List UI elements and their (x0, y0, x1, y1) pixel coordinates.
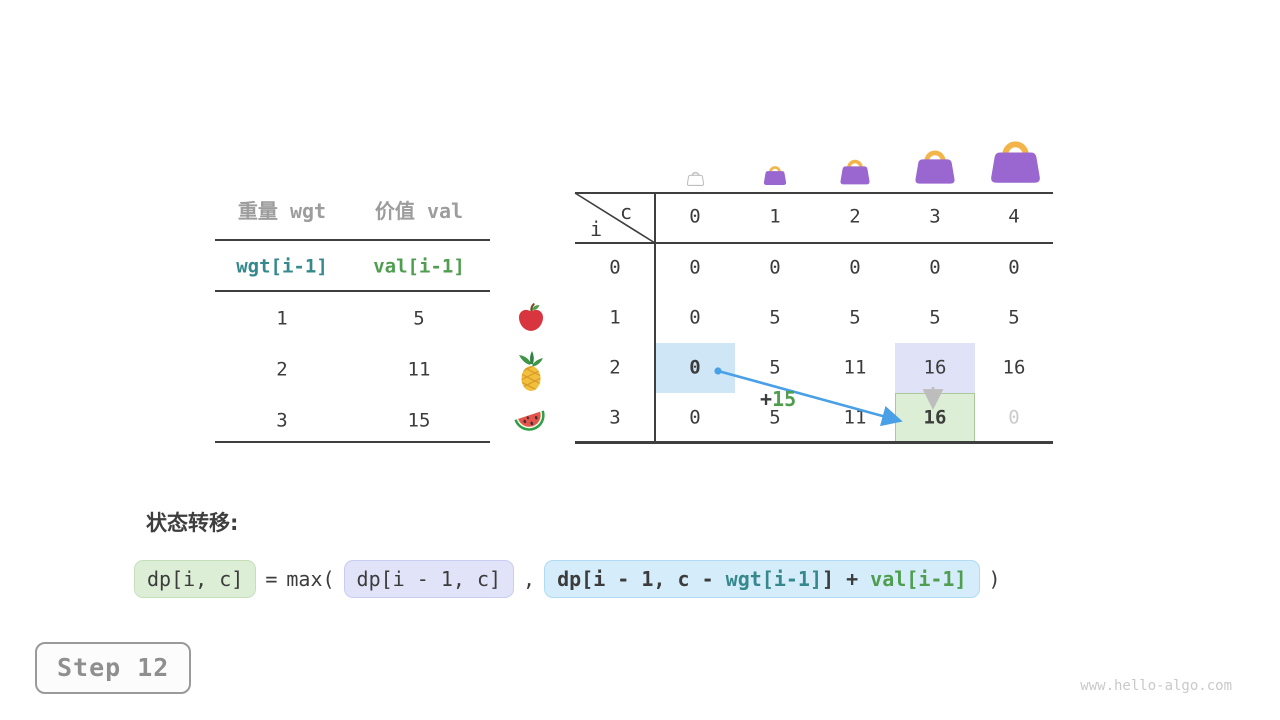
item-table-cell-r1-c1: 11 (407, 358, 431, 381)
formula-max-open: max( (286, 567, 335, 591)
handbag-icon-capacity-3 (912, 147, 958, 187)
dp-cell-r0-c1: 0 (769, 256, 781, 279)
item-table-cell-r0-c0: 1 (276, 307, 288, 330)
dp-cell-r0-c0: 0 (689, 256, 701, 279)
dp-col-header-4: 4 (1008, 205, 1020, 228)
dp-cell-r1-c4: 5 (1008, 306, 1020, 329)
dp-cell-r1-c0: 0 (689, 306, 701, 329)
handbag-icon-capacity-4 (987, 137, 1044, 187)
dp-cell-r0-c3: 0 (929, 256, 941, 279)
step-badge: Step 12 (35, 642, 192, 694)
dp-cell-r2-c3: 16 (923, 356, 947, 379)
dp-row-header-1: 1 (609, 306, 621, 329)
handbag-icon-capacity-2 (838, 157, 872, 187)
transition-heading: 状态转移: (146, 511, 239, 535)
plus-sign: + (760, 387, 773, 411)
dp-cell-r2-c0: 0 (689, 356, 701, 379)
item-table-cell-r2-c1: 15 (407, 409, 431, 432)
formula-pick-part-0: dp[i - 1, c - (557, 567, 726, 591)
plus-value-annotation: +15 (712, 363, 796, 435)
dp-cell-r2-c1: 5 (769, 356, 781, 379)
transition-formula: dp[i, c] = max( dp[i - 1, c] , dp[i - 1,… (134, 560, 1001, 598)
dp-table-top-border (575, 192, 1053, 194)
dp-cell-r0-c2: 0 (849, 256, 861, 279)
dp-row-header-3: 3 (609, 406, 621, 429)
formula-comma: , (523, 567, 536, 591)
dp-cell-r3-c2: 11 (843, 406, 867, 429)
handbag-outline-icon-capacity-0 (686, 170, 705, 187)
dp-corner-row-label: i (589, 217, 603, 241)
dp-cell-r1-c1: 5 (769, 306, 781, 329)
dp-cell-r3-c3: 16 (923, 406, 947, 429)
dp-cell-r2-c4: 16 (1002, 356, 1026, 379)
handbag-icon-capacity-1 (762, 164, 788, 187)
formula-skip-box: dp[i - 1, c] (343, 560, 515, 598)
dp-corner-col-label: c (619, 200, 633, 224)
item-table-cell-r1-c0: 2 (276, 358, 288, 381)
dp-cell-r2-c2: 11 (843, 356, 867, 379)
item-table-cell-r0-c1: 5 (413, 307, 425, 330)
item-table-line-mid (215, 290, 490, 292)
pineapple-icon (510, 351, 552, 393)
dp-col-header-0: 0 (689, 205, 701, 228)
dp-cell-r3-c4: 0 (1008, 406, 1020, 429)
item-table-header-weight: 重量 wgt (237, 199, 327, 223)
apple-icon (515, 302, 547, 334)
dp-col-header-3: 3 (929, 205, 941, 228)
formula-pick-part-1: wgt[i-1] (725, 567, 822, 591)
dp-col-header-2: 2 (849, 205, 861, 228)
item-table-header-value: 价值 val (374, 199, 464, 223)
dp-cell-r3-c0: 0 (689, 406, 701, 429)
formula-pick-part-2: ] + (822, 567, 871, 591)
dp-table-vertical-border (654, 192, 656, 443)
dp-col-header-1: 1 (769, 205, 781, 228)
dp-table-header-border (575, 242, 1053, 244)
formula-lhs-box: dp[i, c] (134, 560, 257, 598)
formula-equals: = (265, 567, 278, 591)
dp-cell-r1-c2: 5 (849, 306, 861, 329)
dp-cell-r0-c4: 0 (1008, 256, 1020, 279)
dp-row-header-2: 2 (609, 356, 621, 379)
formula-pick-part-3: val[i-1] (870, 567, 967, 591)
item-table-line-top (215, 239, 490, 241)
dp-highlight-skip-source (895, 343, 975, 393)
item-table-cell-r2-c0: 3 (276, 409, 288, 432)
formula-pick-box: dp[i - 1, c - wgt[i-1]] + val[i-1] (544, 560, 980, 598)
dp-corner-diagonal-line (574, 192, 656, 244)
item-table-line-bottom (215, 441, 490, 443)
watermelon-icon (513, 403, 549, 439)
site-watermark: www.hello-algo.com (1080, 678, 1232, 694)
item-table-var-wgt: wgt[i-1] (236, 255, 328, 278)
formula-close-paren: ) (988, 567, 1001, 591)
dp-row-header-0: 0 (609, 256, 621, 279)
item-table-var-val: val[i-1] (373, 255, 465, 278)
plus-value: 15 (772, 387, 797, 411)
dp-table-bottom-border (575, 441, 1053, 444)
dp-cell-r1-c3: 5 (929, 306, 941, 329)
